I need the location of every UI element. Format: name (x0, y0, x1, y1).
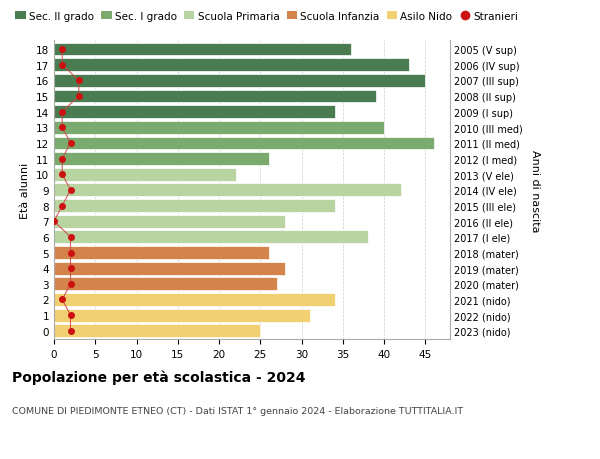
Y-axis label: Età alunni: Età alunni (20, 162, 31, 218)
Bar (54, 90, 376, 103)
Bar (54, 231, 367, 244)
Bar (54, 168, 235, 181)
Bar (54, 215, 285, 228)
Bar (54, 200, 335, 213)
Point (66, 280, 76, 288)
Point (58, 296, 67, 303)
Bar (54, 75, 425, 88)
Bar (54, 44, 351, 56)
Bar (54, 137, 433, 150)
Bar (54, 122, 384, 134)
Bar (54, 184, 401, 197)
Point (66, 187, 76, 194)
Point (58, 202, 67, 210)
Text: COMUNE DI PIEDIMONTE ETNEO (CT) - Dati ISTAT 1° gennaio 2024 - Elaborazione TUTT: COMUNE DI PIEDIMONTE ETNEO (CT) - Dati I… (12, 406, 463, 415)
Point (66, 234, 76, 241)
Bar (54, 153, 269, 166)
Point (49, 218, 59, 225)
Point (58, 124, 67, 132)
Point (66, 312, 76, 319)
Bar (54, 246, 269, 259)
Bar (54, 309, 310, 322)
Bar (54, 262, 285, 275)
Bar (54, 325, 260, 337)
Point (66, 249, 76, 257)
Point (74, 78, 83, 85)
Bar (54, 59, 409, 72)
Bar (54, 278, 277, 291)
Point (66, 265, 76, 272)
Point (58, 109, 67, 116)
Point (58, 46, 67, 54)
Point (66, 140, 76, 147)
Point (74, 93, 83, 101)
Text: Popolazione per età scolastica - 2024: Popolazione per età scolastica - 2024 (12, 369, 305, 384)
Bar (54, 106, 335, 119)
Bar (54, 293, 335, 306)
Legend: Sec. II grado, Sec. I grado, Scuola Primaria, Scuola Infanzia, Asilo Nido, Stran: Sec. II grado, Sec. I grado, Scuola Prim… (11, 7, 522, 26)
Point (58, 62, 67, 69)
Y-axis label: Anni di nascita: Anni di nascita (530, 149, 539, 232)
Point (66, 327, 76, 335)
Point (58, 156, 67, 163)
Point (58, 171, 67, 179)
